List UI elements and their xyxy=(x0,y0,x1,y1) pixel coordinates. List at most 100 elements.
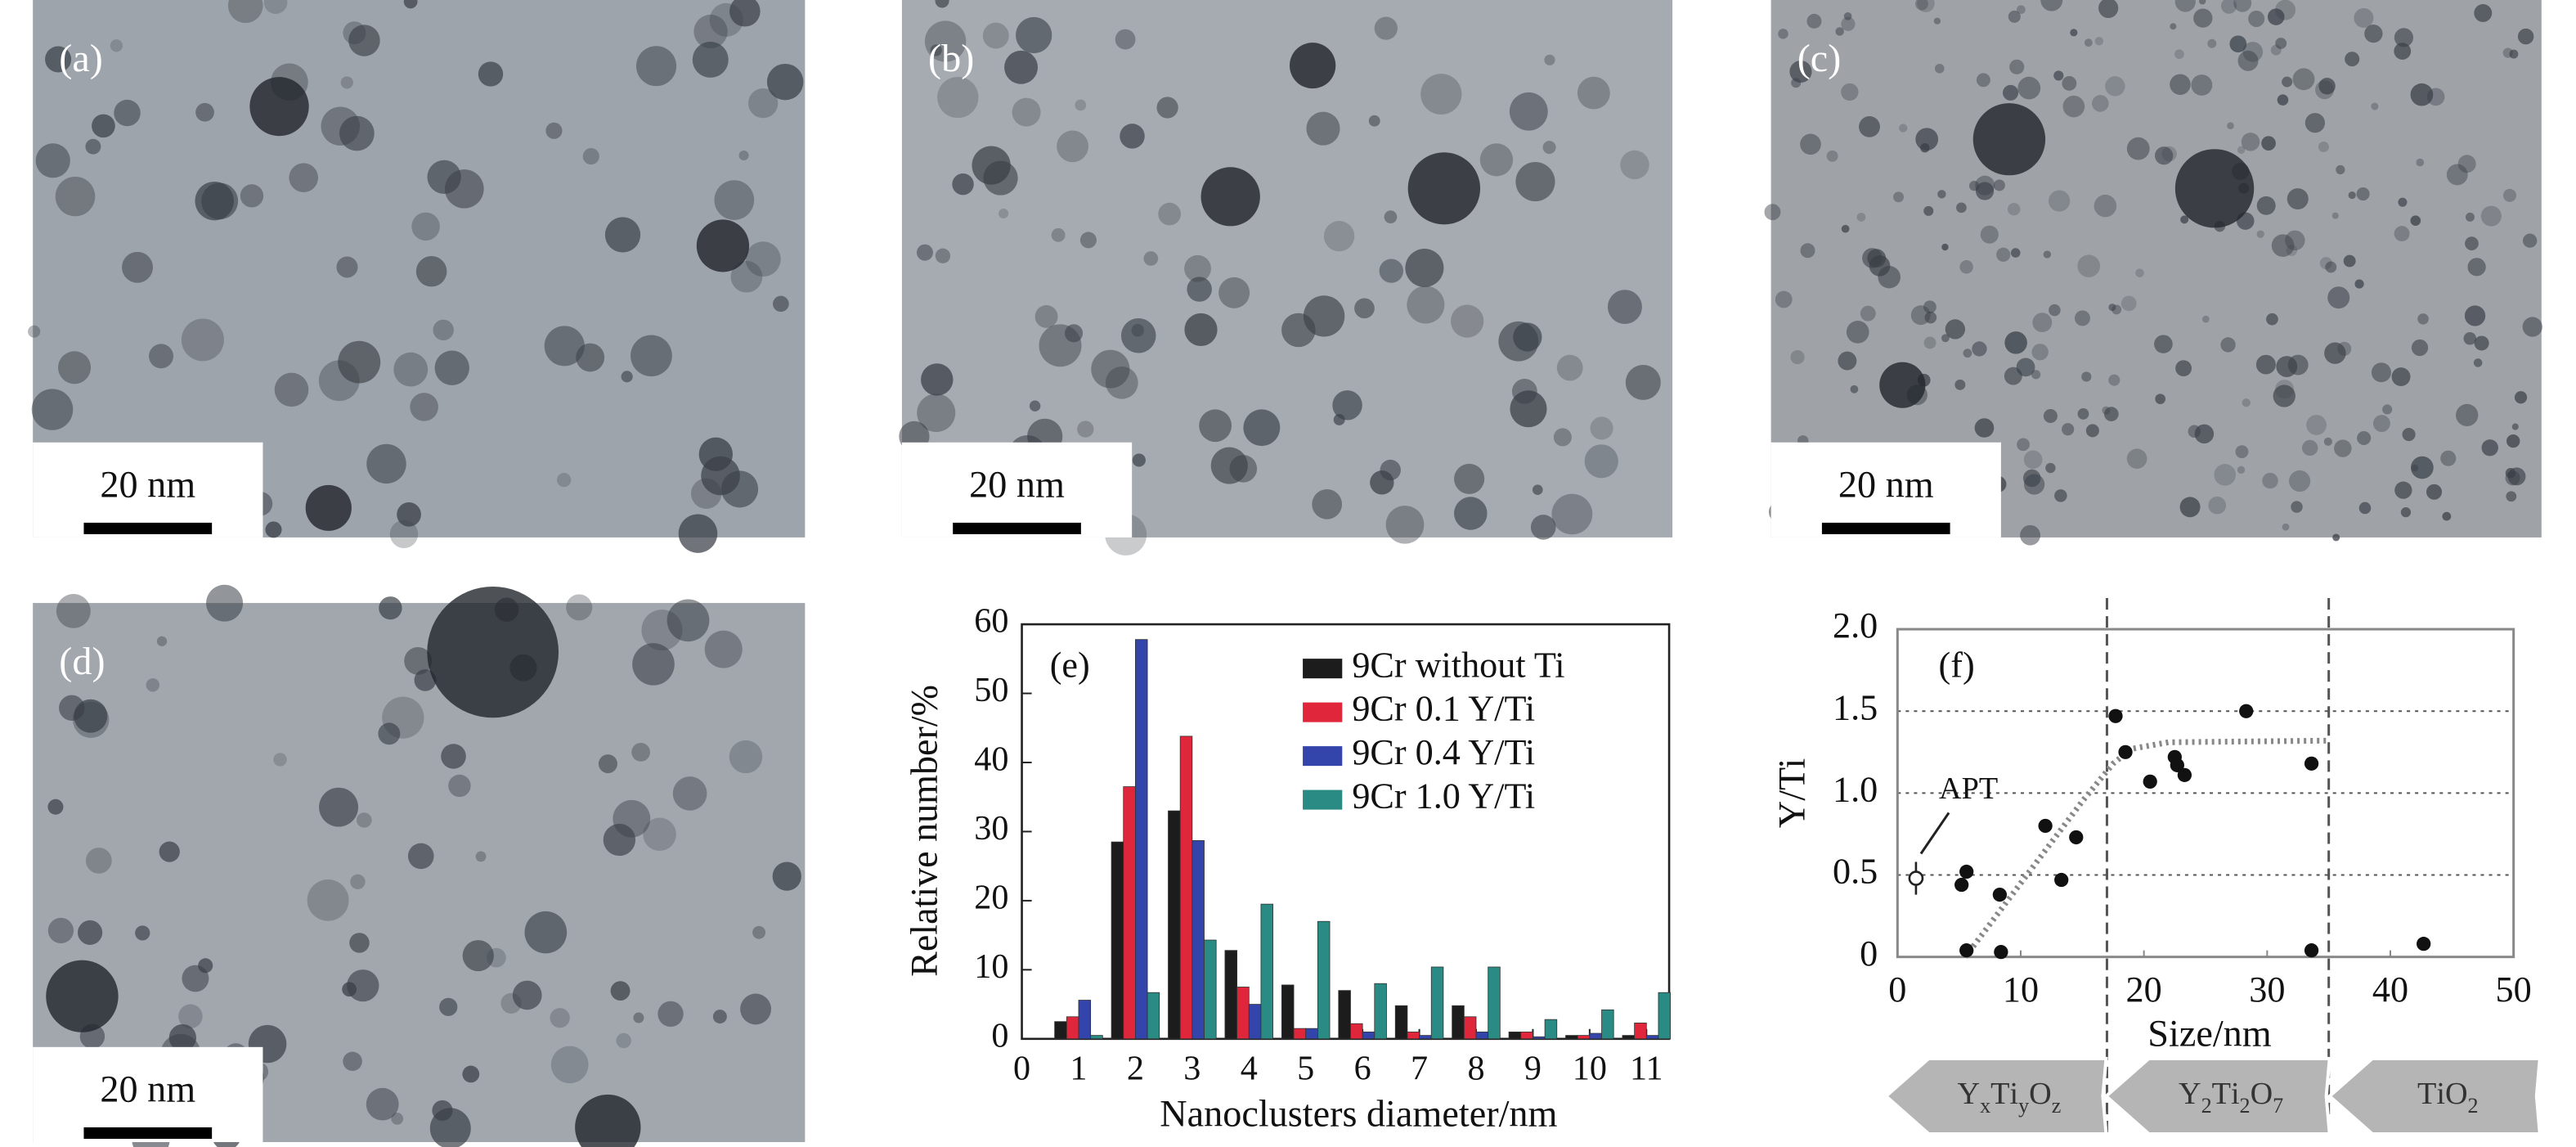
nanocluster xyxy=(414,669,437,691)
nanocluster xyxy=(657,1001,684,1028)
nanocluster xyxy=(2180,215,2189,224)
nanocluster xyxy=(319,787,359,827)
nanocluster xyxy=(2105,76,2125,97)
nanocluster xyxy=(937,76,979,119)
nanocluster xyxy=(982,22,1009,49)
bar xyxy=(1090,1035,1103,1040)
phase-label-char: O xyxy=(2251,1077,2273,1111)
data-point xyxy=(2304,756,2319,771)
nanocluster xyxy=(2077,408,2089,420)
nanocluster xyxy=(1764,204,1781,221)
nanocluster xyxy=(1385,506,1425,544)
nanocluster xyxy=(2511,423,2519,430)
nanocluster xyxy=(1607,290,1642,325)
phase-label-char: i xyxy=(2231,1077,2240,1111)
nanocluster xyxy=(149,344,174,369)
nanocluster xyxy=(2426,484,2443,500)
nanocluster xyxy=(2229,35,2247,53)
nanocluster xyxy=(2411,456,2434,479)
nanocluster xyxy=(1420,74,1462,115)
nanocluster xyxy=(2371,362,2391,383)
nanocluster xyxy=(1577,76,1610,110)
y-axis-label: Relative number/% xyxy=(904,685,945,977)
nanocluster xyxy=(2371,102,2379,110)
nanocluster xyxy=(1158,202,1181,226)
legend-label: 9Cr 0.1 Y/Ti xyxy=(1352,689,1535,729)
nanocluster xyxy=(2179,497,2201,518)
panel-label: (c) xyxy=(1797,37,1842,80)
nanocluster xyxy=(58,351,92,385)
nanocluster xyxy=(45,46,72,73)
nanocluster xyxy=(729,740,763,774)
nanocluster xyxy=(712,1010,727,1024)
nanocluster xyxy=(1532,484,1543,495)
nanocluster xyxy=(2208,496,2227,515)
nanocluster xyxy=(1933,17,1941,25)
nanocluster xyxy=(1899,124,1908,133)
nanocluster xyxy=(1451,304,1484,338)
phase-label-char: Y xyxy=(2179,1077,2201,1111)
x-axis-label: Nanoclusters diameter/nm xyxy=(1160,1093,1557,1135)
data-point xyxy=(1954,877,1969,893)
x-tick-label: 1 xyxy=(1070,1050,1087,1088)
nanocluster xyxy=(1841,16,1856,31)
nanocluster xyxy=(952,173,974,196)
nanocluster xyxy=(2356,187,2370,201)
nanocluster xyxy=(1120,318,1156,353)
nanocluster xyxy=(2135,268,2144,277)
nanocluster xyxy=(2170,74,2191,95)
nanocluster xyxy=(2098,0,2119,19)
nanocluster xyxy=(1923,300,1936,314)
nanocluster xyxy=(410,393,438,421)
bar xyxy=(1463,1016,1477,1040)
data-point xyxy=(2038,818,2053,834)
nanocluster xyxy=(2043,408,2058,424)
nanocluster xyxy=(2199,0,2206,5)
phase-label-char: T xyxy=(2417,1077,2436,1111)
nanocluster xyxy=(2017,5,2026,15)
nanocluster xyxy=(2237,50,2259,71)
x-tick-label: 9 xyxy=(1524,1050,1542,1088)
x-tick-label: 5 xyxy=(1297,1050,1314,1088)
nanocluster xyxy=(935,248,951,263)
nanocluster xyxy=(1937,190,1946,199)
nanocluster xyxy=(2191,74,2213,96)
x-tick-label: 20 xyxy=(2126,969,2162,1010)
nanocluster xyxy=(273,753,287,767)
nanocluster xyxy=(2506,491,2517,502)
nanocluster xyxy=(47,798,64,815)
data-point xyxy=(2304,943,2319,958)
nanocluster xyxy=(195,102,214,122)
nanocluster xyxy=(1963,349,1972,358)
nanocluster xyxy=(2031,370,2041,380)
nanocluster xyxy=(1590,416,1613,440)
nanocluster xyxy=(2023,474,2045,495)
nanocluster xyxy=(1454,463,1485,494)
nanocluster xyxy=(2332,533,2340,542)
scale-bar-label: 20 nm xyxy=(100,1068,195,1110)
nanocluster xyxy=(1312,489,1343,520)
nanocluster xyxy=(475,851,487,862)
phase-label-char: i xyxy=(2436,1077,2445,1111)
nanocluster xyxy=(47,917,74,944)
nanocluster xyxy=(2085,424,2099,438)
y-tick-label: 0 xyxy=(1860,933,1878,974)
nanocluster xyxy=(1200,167,1260,227)
nanocluster xyxy=(1077,421,1094,438)
nanocluster xyxy=(2188,425,2201,439)
nanocluster xyxy=(2020,524,2041,546)
nanocluster xyxy=(1544,54,1555,65)
nanocluster xyxy=(1184,313,1218,346)
nanocluster xyxy=(2411,339,2429,357)
nanocluster xyxy=(2237,146,2246,155)
nanocluster xyxy=(407,843,434,870)
nanocluster xyxy=(631,335,672,377)
x-tick-label: 11 xyxy=(1630,1050,1663,1088)
scale-bar-box xyxy=(1770,442,2001,538)
nanocluster xyxy=(2126,448,2147,469)
nanocluster xyxy=(433,319,454,341)
nanocluster xyxy=(545,122,563,139)
x-tick-label: 3 xyxy=(1183,1050,1200,1088)
nanocluster xyxy=(1542,141,1556,155)
nanocluster xyxy=(391,1113,404,1125)
